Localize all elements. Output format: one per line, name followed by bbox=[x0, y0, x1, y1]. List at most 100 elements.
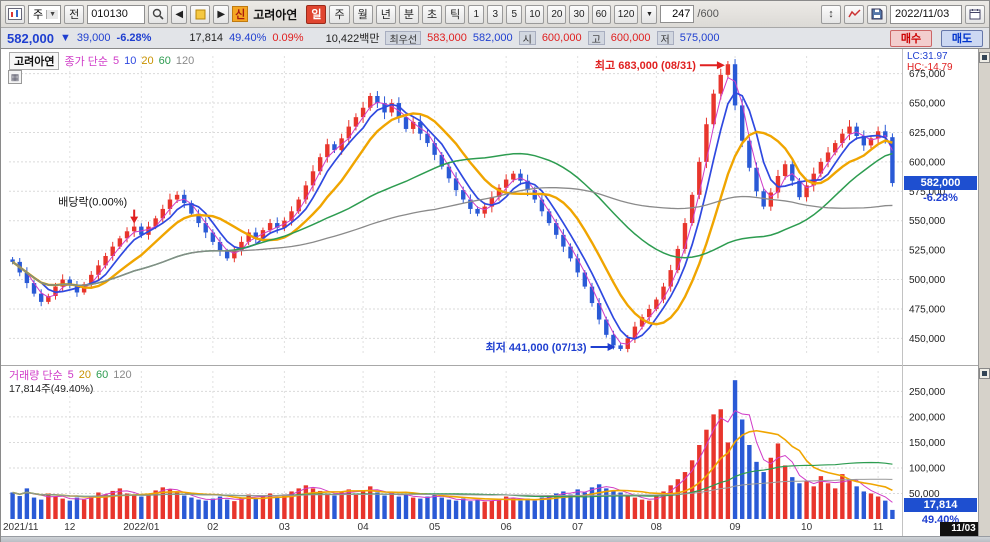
stock-code-input[interactable] bbox=[87, 4, 146, 24]
change-arrow-icon: ▼ bbox=[60, 32, 71, 44]
svg-text:675,000: 675,000 bbox=[909, 69, 946, 80]
svg-text:550,000: 550,000 bbox=[909, 216, 946, 227]
toolbar-right-cluster: ↕ bbox=[821, 4, 985, 24]
hc-readout: HC:-14.79 bbox=[907, 62, 953, 73]
chart-style-value: 주 bbox=[33, 9, 44, 21]
legend-vma20-label: 20 bbox=[78, 369, 92, 381]
svg-text:08: 08 bbox=[651, 522, 663, 533]
high-price: 600,000 bbox=[610, 32, 651, 44]
legend-ma60-label: 60 bbox=[158, 55, 171, 67]
svg-text:450,000: 450,000 bbox=[909, 334, 946, 345]
svg-text:09: 09 bbox=[729, 522, 741, 533]
volume-pane-settings-icon[interactable] bbox=[979, 368, 990, 379]
best-quote-label: 최우선 bbox=[385, 31, 422, 46]
svg-text:11: 11 bbox=[873, 522, 884, 533]
chart-style-dropdown[interactable]: 주 ▼ bbox=[28, 4, 62, 24]
period-second-button[interactable]: 초 bbox=[421, 4, 443, 24]
buy-button[interactable]: 매수 bbox=[890, 29, 932, 47]
svg-text:2022/01: 2022/01 bbox=[123, 522, 160, 533]
open-price: 600,000 bbox=[541, 32, 582, 44]
trendline-icon[interactable] bbox=[844, 4, 864, 24]
period-daily-button[interactable]: 일 bbox=[306, 4, 327, 24]
legend-vma60-label: 60 bbox=[96, 369, 109, 381]
prev-stock-button[interactable]: ◀ bbox=[171, 4, 188, 24]
interval-5-button[interactable]: 5 bbox=[506, 4, 523, 24]
volume-current-readout: 17,814주(49.40%) bbox=[9, 383, 94, 395]
svg-text:575,000: 575,000 bbox=[909, 187, 946, 198]
svg-text:2021/11: 2021/11 bbox=[3, 522, 39, 533]
low-price: 575,000 bbox=[679, 32, 720, 44]
pane-divider[interactable] bbox=[1, 365, 978, 366]
jeon-button[interactable]: 전 bbox=[64, 4, 85, 24]
interval-120-button[interactable]: 120 bbox=[613, 4, 639, 24]
legend-price-prefix: 종가 단순 bbox=[64, 56, 109, 68]
period-yearly-button[interactable]: 년 bbox=[375, 4, 396, 24]
interval-20-button[interactable]: 20 bbox=[547, 4, 567, 24]
svg-text:625,000: 625,000 bbox=[909, 128, 946, 139]
current-price-tag: 582,000 bbox=[904, 176, 977, 190]
chevron-down-icon: ▼ bbox=[46, 9, 59, 19]
quote-bar: 582,000 ▼ 39,000 -6.28% 17,814 49.40% 0.… bbox=[1, 28, 989, 49]
svg-text:250,000: 250,000 bbox=[909, 387, 946, 398]
svg-text:150,000: 150,000 bbox=[909, 438, 946, 449]
legend-volume-prefix: 거래량 단순 bbox=[9, 370, 63, 382]
high-label: 고 bbox=[587, 31, 605, 46]
period-minute-button[interactable]: 분 bbox=[398, 4, 419, 24]
bar-count-readout: 247 bbox=[660, 5, 695, 23]
interval-10-button[interactable]: 10 bbox=[525, 4, 545, 24]
best-bid: 582,000 bbox=[472, 32, 513, 44]
svg-text:최저 441,000 (07/13): 최저 441,000 (07/13) bbox=[486, 340, 587, 354]
period-tick-button[interactable]: 틱 bbox=[445, 4, 466, 24]
interval-30-button[interactable]: 30 bbox=[569, 4, 589, 24]
legend-ma20-label: 20 bbox=[141, 55, 154, 67]
current-volume-tag: 17,814 bbox=[904, 498, 977, 512]
toolbar: 주 ▼ 전 ◀ ▶ 신 고려아연 일 주 월 년 분 초 틱 1 3 5 10 … bbox=[1, 1, 989, 28]
trade-value: 10,422백만 bbox=[325, 33, 380, 45]
date-input[interactable] bbox=[890, 4, 962, 24]
svg-text:10: 10 bbox=[801, 522, 813, 533]
period-weekly-button[interactable]: 주 bbox=[329, 4, 350, 24]
last-date-badge: 11/03 bbox=[940, 522, 987, 536]
interval-3-button[interactable]: 3 bbox=[487, 4, 504, 24]
price-pane-settings-icon[interactable] bbox=[979, 52, 990, 63]
low-label: 저 bbox=[656, 31, 674, 46]
svg-text:03: 03 bbox=[279, 522, 291, 533]
svg-text:06: 06 bbox=[501, 522, 513, 533]
svg-text:500,000: 500,000 bbox=[909, 275, 946, 286]
svg-text:600,000: 600,000 bbox=[909, 157, 946, 168]
turnover-ratio: 0.09% bbox=[272, 32, 304, 44]
right-toolbar-strip bbox=[978, 49, 990, 542]
compare-icon[interactable]: ↕ bbox=[821, 4, 841, 24]
chart-region: 450,000 475,000 500,000 525,000 550,000 575,0… bbox=[1, 49, 990, 542]
svg-text:100,000: 100,000 bbox=[909, 463, 946, 474]
sell-button[interactable]: 매도 bbox=[941, 29, 983, 47]
memo-icon[interactable] bbox=[190, 4, 211, 24]
new-badge: 신 bbox=[232, 6, 249, 22]
price-change-pct: -6.28% bbox=[116, 32, 152, 44]
period-monthly-button[interactable]: 월 bbox=[352, 4, 373, 24]
best-ask: 583,000 bbox=[427, 32, 467, 44]
svg-text:02: 02 bbox=[207, 522, 219, 533]
settings-dot-icon bbox=[982, 371, 987, 376]
chart-canvas[interactable]: 450,000 475,000 500,000 525,000 550,000 575,0… bbox=[1, 49, 990, 542]
svg-text:475,000: 475,000 bbox=[909, 304, 946, 315]
svg-text:04: 04 bbox=[358, 522, 370, 533]
settings-dot-icon bbox=[982, 55, 987, 60]
mini-chart-icon bbox=[8, 8, 22, 20]
svg-text:525,000: 525,000 bbox=[909, 246, 946, 257]
interval-dropdown[interactable]: ▼ bbox=[641, 4, 658, 24]
interval-60-button[interactable]: 60 bbox=[591, 4, 611, 24]
save-icon[interactable] bbox=[867, 4, 887, 24]
lc-readout: LC:31.97 bbox=[907, 51, 948, 62]
svg-text:650,000: 650,000 bbox=[909, 99, 946, 110]
window-icon[interactable] bbox=[5, 4, 25, 24]
next-stock-button[interactable]: ▶ bbox=[213, 4, 230, 24]
search-icon[interactable] bbox=[148, 4, 169, 24]
chart-menu-icon[interactable]: ▦ bbox=[8, 70, 22, 84]
legend-ma120-label: 120 bbox=[175, 55, 195, 67]
stock-name-label: 고려아연 bbox=[253, 7, 298, 22]
bottom-window-edge bbox=[1, 536, 990, 542]
interval-1-button[interactable]: 1 bbox=[468, 4, 485, 24]
volume-value: 17,814 bbox=[189, 32, 224, 44]
calendar-icon[interactable] bbox=[965, 4, 985, 24]
